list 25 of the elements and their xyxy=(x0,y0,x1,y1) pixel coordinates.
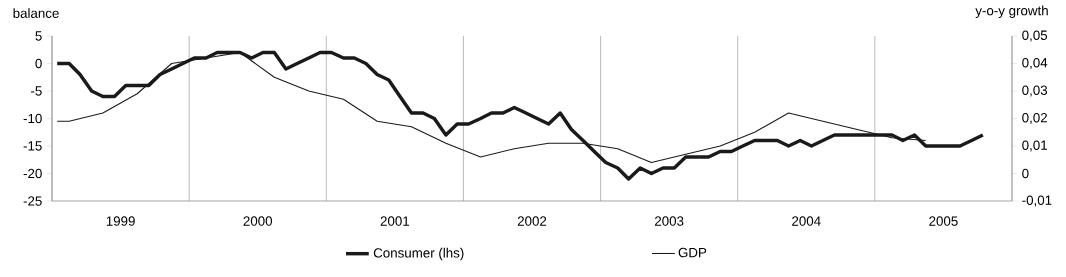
x-tick-label: 2000 xyxy=(243,216,273,226)
y-axis-title: balance xyxy=(13,8,59,18)
x-tick-label: 2003 xyxy=(654,216,684,226)
y-tick-label: -5 xyxy=(31,86,42,96)
legend-label: GDP xyxy=(678,247,707,258)
x-tick-label: 2001 xyxy=(380,216,410,226)
y2-tick-label: 0,02 xyxy=(1022,112,1047,125)
y-tick-label: -25 xyxy=(23,196,42,206)
x-tick-label: 2002 xyxy=(517,216,547,226)
y-tick-label: -15 xyxy=(23,141,42,151)
x-tick-label: 1999 xyxy=(106,216,135,226)
y-tick-label: 0 xyxy=(35,58,42,69)
y-tick-label: -10 xyxy=(23,113,42,124)
legend-label: Consumer (lhs) xyxy=(373,247,464,261)
y2-tick-label: 0,05 xyxy=(1022,30,1048,42)
y2-tick-label: 0,04 xyxy=(1022,58,1048,70)
y2-tick-label: -0,01 xyxy=(1022,195,1052,207)
x-tick-label: 2004 xyxy=(792,216,821,226)
y2-axis-title: y-o-y growth xyxy=(975,5,1048,18)
y-tick-label: -20 xyxy=(23,168,42,179)
y2-tick-label: 0 xyxy=(1022,168,1029,179)
y2-tick-label: 0,01 xyxy=(1022,140,1047,152)
y2-tick-label: 0,03 xyxy=(1022,85,1048,97)
x-tick-label: 2005 xyxy=(929,216,958,226)
y-tick-label: 5 xyxy=(35,31,42,41)
